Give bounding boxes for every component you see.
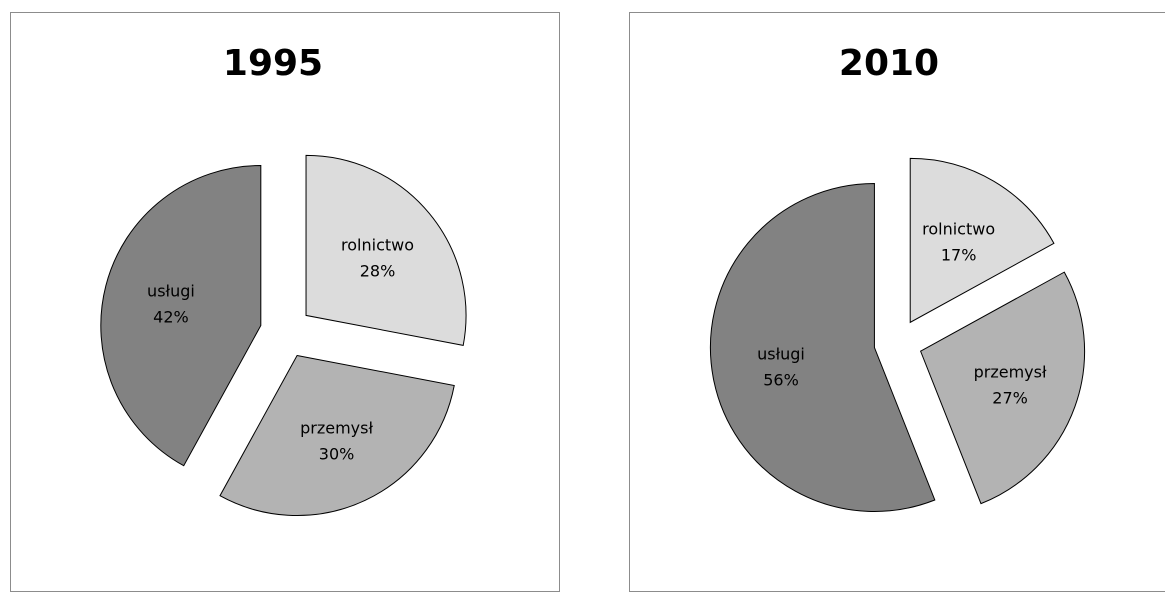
slice-label: usługi 56% — [757, 344, 805, 389]
slice-category-label: przemysł — [974, 362, 1047, 381]
slice-category-label: rolnictwo — [922, 219, 995, 238]
pie-slice-uslugi — [709, 182, 936, 512]
slice-value-label: 30% — [319, 444, 355, 463]
pie-slice-rolnictwo — [909, 157, 1055, 324]
slice-value-label: 17% — [941, 245, 977, 264]
pie-slice-uslugi — [100, 165, 262, 467]
slice-label: przemysł 27% — [974, 362, 1047, 407]
chart-title: 1995 — [223, 43, 323, 84]
slice-value-label: 27% — [992, 388, 1028, 407]
pie-slice-przemysl — [219, 354, 455, 517]
chart-title: 2010 — [839, 43, 939, 84]
pie-chart-1995: 1995 rolnictwo 28% przemysł 30% usługi 42% — [100, 43, 467, 517]
slice-label: rolnictwo 17% — [922, 219, 995, 264]
slice-label: rolnictwo 28% — [341, 235, 414, 280]
slice-value-label: 28% — [360, 261, 396, 280]
slice-category-label: rolnictwo — [341, 235, 414, 254]
chart-panel-2010: 2010 rolnictwo 17% przemysł 27% usługi 56% — [629, 12, 1165, 592]
slice-label: przemysł 30% — [300, 418, 373, 463]
pie-slice-rolnictwo — [305, 154, 467, 346]
slice-category-label: usługi — [147, 281, 195, 300]
slice-category-label: przemysł — [300, 418, 373, 437]
pie-slice-przemysl — [919, 271, 1086, 505]
pie-chart-2010: 2010 rolnictwo 17% przemysł 27% usługi 56% — [709, 43, 1086, 512]
slice-category-label: usługi — [757, 344, 805, 363]
slice-label: usługi 42% — [147, 281, 195, 326]
chart-panel-1995: 1995 rolnictwo 28% przemysł 30% usługi 42% — [10, 12, 560, 592]
slice-value-label: 56% — [763, 370, 799, 389]
slice-value-label: 42% — [153, 307, 189, 326]
